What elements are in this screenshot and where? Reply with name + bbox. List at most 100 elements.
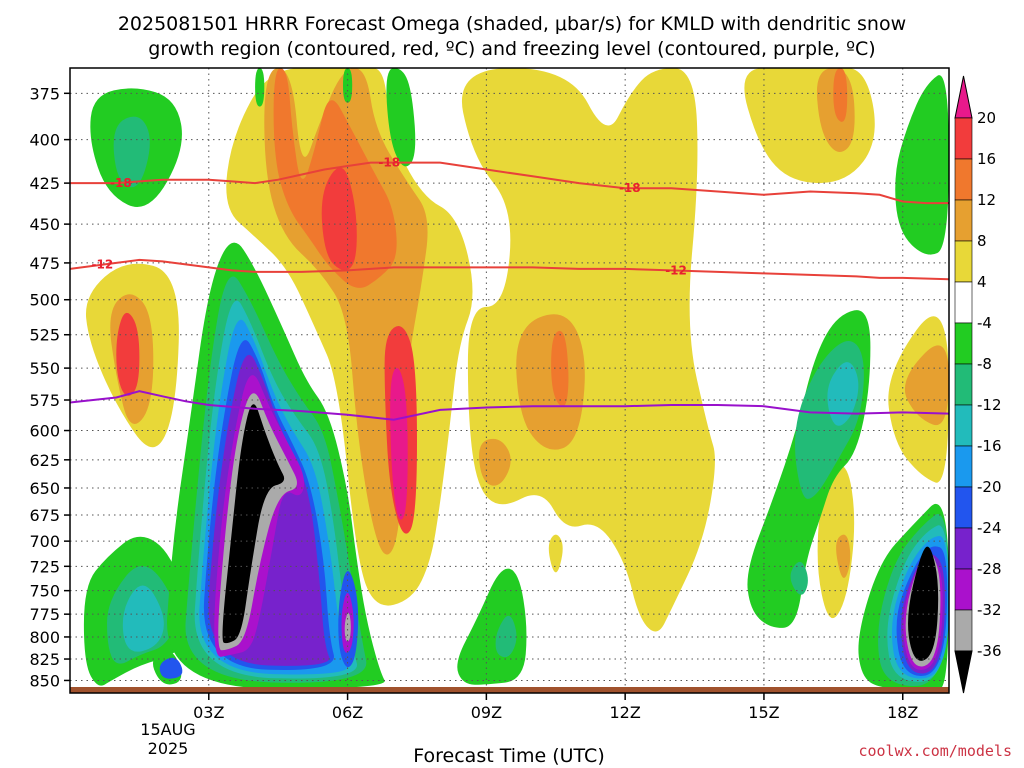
y-tick-label-750: 750: [29, 582, 60, 601]
y-tick-label-575: 575: [29, 391, 60, 410]
ground-strip: [70, 687, 949, 693]
omega-region-below_m36-58: [908, 546, 939, 661]
colorbar-label-12: 12: [977, 191, 996, 209]
y-tick-label-600: 600: [29, 422, 60, 441]
colorbar-bottom-extension: [954, 650, 973, 694]
omega-region-8_12-20: [836, 534, 851, 578]
colorbar-bin-12_16: [954, 158, 973, 201]
colorbar-bin-m24_m20: [954, 486, 973, 529]
colorbar-bin-8_12: [954, 199, 973, 242]
colorbar-label--8: -8: [977, 355, 992, 373]
x-tick-label-09Z: 09Z: [471, 703, 502, 722]
omega-region-8_12-14: [479, 438, 511, 486]
omega-region-below_m36-35: [222, 404, 285, 644]
y-tick-label-825: 825: [29, 650, 60, 669]
x-tick-label-18Z: 18Z: [887, 703, 918, 722]
y-tick-label-775: 775: [29, 605, 60, 624]
omega-region-m12_m8-42: [495, 615, 517, 658]
x-axis-title: Forecast Time (UTC): [413, 745, 604, 767]
freezing-level-contour: [70, 390, 949, 421]
colorbar-label-20: 20: [977, 109, 996, 127]
y-tick-label-675: 675: [29, 506, 60, 525]
y-axis: 375 400 425 450 475 500 525 550 575 600 625 650 675 7…: [29, 84, 70, 690]
y-tick-label-800: 800: [29, 628, 60, 647]
colorbar-label--36: -36: [977, 642, 1002, 660]
omega-region-12_16-13: [551, 330, 569, 407]
x-tick-label-12Z: 12Z: [609, 703, 640, 722]
colorbar-label--28: -28: [977, 560, 1002, 578]
y-tick-label-725: 725: [29, 557, 60, 576]
colorbar-label--12: -12: [977, 396, 1002, 414]
grid-layer: [70, 68, 949, 693]
x-tick-label-03Z: 03Z: [193, 703, 224, 722]
colorbar-bin-m36_m32: [954, 609, 973, 652]
contour-label--18-2: -18: [619, 181, 641, 195]
omega-region-m12_m8-1: [113, 116, 150, 188]
omega-region-8_12-22: [904, 345, 949, 426]
y-tick-label-550: 550: [29, 359, 60, 378]
colorbar-top-extension: [954, 75, 973, 119]
colorbar-label-4: 4: [977, 273, 987, 291]
y-tick-label-375: 375: [29, 84, 60, 103]
omega-region-m8_m4-41: [457, 568, 527, 685]
colorbar-label--32: -32: [977, 601, 1002, 619]
omega-region-above_20-10: [390, 368, 408, 520]
y-tick-label-850: 850: [29, 671, 60, 690]
colorbar-label--20: -20: [977, 478, 1002, 496]
y-tick-label-425: 425: [29, 174, 60, 193]
colorbar-label-8: 8: [977, 232, 987, 250]
colorbar-bin-m28_m24: [954, 527, 973, 570]
omega-region-m8_m4-45: [386, 68, 416, 167]
chart-title-line-2: growth region (contoured, red, ºC) and f…: [148, 38, 875, 60]
y-tick-label-700: 700: [29, 532, 60, 551]
omega-region-m36_m32-38: [344, 612, 351, 642]
contour-label--12-0: -12: [92, 258, 114, 272]
colorbar-bin-m12_m8: [954, 363, 973, 406]
chart-title-line-1: 2025081501 HRRR Forecast Omega (shaded, …: [118, 13, 906, 35]
omega-region-m16_m12-48: [827, 362, 859, 426]
colorbar-bin-16_20: [954, 117, 973, 160]
y-tick-label-450: 450: [29, 215, 60, 234]
omega-region-m16_m12-26: [122, 585, 164, 652]
colorbar-label--4: -4: [977, 314, 992, 332]
colorbar-label-16: 16: [977, 150, 996, 168]
dendritic-contour-line--12: [70, 258, 949, 281]
y-tick-label-400: 400: [29, 131, 60, 150]
y-tick-label-475: 475: [29, 254, 60, 273]
omega-shading-layer: [83, 68, 949, 689]
colorbar-bin-m20_m16: [954, 445, 973, 488]
date-label-year: 2025: [148, 739, 189, 758]
omega-region-m24_m20-40: [159, 657, 183, 679]
colorbar-label--24: -24: [977, 519, 1002, 537]
colorbar-label--16: -16: [977, 437, 1002, 455]
contour-label--12-1: -12: [665, 264, 687, 278]
omega-region-4_8-11: [461, 68, 715, 632]
colorbar-bin-m16_m12: [954, 404, 973, 447]
y-tick-label-500: 500: [29, 291, 60, 310]
colorbar-bin-4_8: [954, 240, 973, 283]
x-axis: 03Z 06Z 09Z 12Z 15Z 18Z: [193, 693, 918, 722]
x-tick-label-15Z: 15Z: [748, 703, 779, 722]
contour-layer: -18 -18 -18 -12 -12: [70, 156, 949, 421]
colorbar-bin-m4_4: [954, 281, 973, 324]
omega-region-12_16-18: [833, 68, 848, 122]
y-tick-label-650: 650: [29, 479, 60, 498]
colorbar-bin-m8_m4: [954, 322, 973, 365]
contour-label--18-1: -18: [378, 156, 400, 170]
omega-region-m8_m4-43: [255, 68, 265, 107]
contour-label--18-0: -18: [110, 176, 132, 190]
plot-frame: [69, 67, 950, 694]
omega-region-4_8-15: [548, 534, 563, 573]
colorbar: 20 16 12 8 4 -4 -8 -12 -16 -20 -24 -28 -32 -36: [954, 75, 1002, 694]
colorbar-bin-m32_m28: [954, 568, 973, 611]
x-tick-label-06Z: 06Z: [332, 703, 363, 722]
omega-region-m8_m4-23: [895, 75, 949, 255]
y-tick-label-525: 525: [29, 326, 60, 345]
dendritic-contour-line--18: [70, 161, 949, 205]
omega-region-m12_m8-49: [790, 561, 808, 595]
omega-region-8_12-12: [516, 314, 585, 450]
y-tick-label-625: 625: [29, 451, 60, 470]
credit-text: coolwx.com/models: [858, 742, 1012, 760]
date-label-day: 15AUG: [140, 720, 195, 739]
